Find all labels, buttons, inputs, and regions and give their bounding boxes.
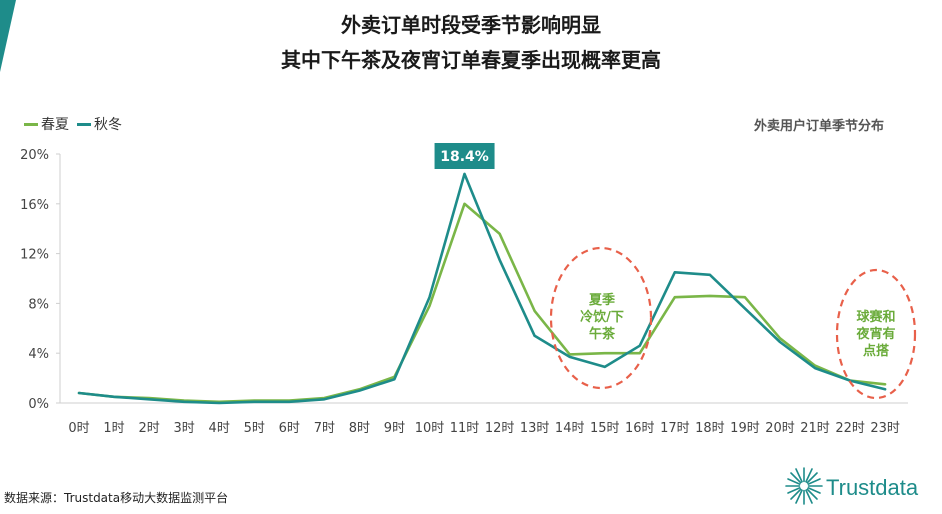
y-tick-label: 0%	[28, 397, 49, 412]
annotation-text-afternoon: 午茶	[589, 326, 616, 342]
annotation-text-afternoon: 冷饮/下	[580, 309, 624, 325]
y-tick-label: 12%	[20, 248, 49, 263]
x-tick-label: 21时	[800, 421, 830, 436]
x-tick-label: 12时	[485, 421, 515, 436]
annotation-circle-night	[835, 268, 917, 400]
page-subtitle-line: 其中下午茶及夜宵订单春夏季出现概率更高	[281, 48, 661, 72]
x-tick-label: 23时	[870, 421, 900, 436]
x-tick-label: 18时	[695, 421, 725, 436]
annotation-text-night: 夜宵有	[855, 326, 895, 342]
x-tick-label: 22时	[835, 421, 865, 436]
x-tick-label: 1时	[103, 421, 124, 436]
x-tick-label: 5时	[244, 421, 265, 436]
legend-swatch-spring-summer	[24, 122, 38, 126]
x-tick-label: 13时	[520, 421, 550, 436]
series-line-spring-summer	[77, 202, 887, 404]
x-tick-label: 17时	[660, 421, 690, 436]
chart-legend: 春夏 秋冬	[24, 114, 130, 134]
x-tick-label: 19时	[730, 421, 760, 436]
y-tick-label: 8%	[28, 297, 49, 312]
trustdata-logo: Trustdata	[784, 462, 942, 510]
x-tick-label: 11时	[450, 421, 480, 436]
annotation-text-night: 点搭	[863, 343, 890, 359]
x-tick-label: 4时	[209, 421, 230, 436]
corner-accent	[0, 0, 16, 72]
legend-item-spring-summer: 春夏	[24, 114, 69, 134]
x-tick-label: 2时	[138, 421, 159, 436]
x-tick-label: 3时	[174, 421, 195, 436]
peak-label: 18.4%	[440, 149, 489, 165]
x-tick-label: 20时	[765, 421, 795, 436]
data-source: 数据来源：Trustdata移动大数据监测平台	[4, 491, 229, 505]
y-tick-label: 20%	[20, 148, 49, 163]
logo-text: Trustdata	[826, 475, 919, 500]
x-tick-label: 14时	[555, 421, 585, 436]
annotation-text-night: 球赛和	[856, 309, 895, 325]
trustdata-logo-icon: Trustdata	[785, 467, 919, 505]
x-tick-label: 15时	[590, 421, 620, 436]
y-tick-label: 16%	[20, 198, 49, 213]
y-tick-label: 4%	[28, 347, 49, 362]
legend-item-autumn-winter: 秋冬	[77, 114, 122, 134]
chart-subtitle: 外卖用户订单季节分布	[753, 119, 884, 134]
legend-swatch-autumn-winter	[77, 122, 91, 126]
page-title: 外卖订单时段受季节影响明显	[341, 13, 601, 37]
legend-label-spring-summer: 春夏	[41, 117, 69, 133]
x-tick-label: 9时	[384, 421, 405, 436]
series-line-autumn-winter	[77, 172, 887, 405]
x-tick-label: 8时	[349, 421, 370, 436]
x-tick-label: 6时	[279, 421, 300, 436]
legend-label-autumn-winter: 秋冬	[94, 117, 122, 133]
peak-label-box	[434, 143, 495, 169]
annotation-circle-afternoon	[549, 246, 653, 390]
annotation-text-afternoon: 夏季	[588, 292, 615, 308]
x-tick-label: 7时	[314, 421, 335, 436]
x-tick-label: 10时	[415, 421, 445, 436]
x-tick-label: 16时	[625, 421, 655, 436]
x-tick-label: 0时	[68, 421, 89, 436]
